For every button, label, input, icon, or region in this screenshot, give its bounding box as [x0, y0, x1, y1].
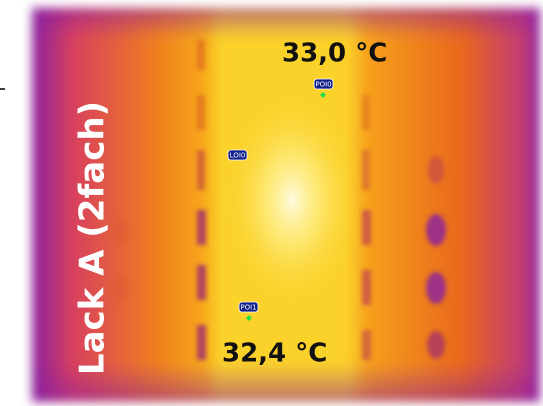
loi-label: LOI0 [230, 152, 246, 160]
thermal-view: Lack A (2fach) LOI0 POI0 33,0 °C POI1 32… [0, 0, 543, 406]
side-label: Lack A (2fach) [73, 101, 113, 375]
poi-label: POI1 [240, 304, 256, 312]
hot-spot [222, 90, 362, 310]
poi-label: POI0 [315, 81, 331, 89]
temperature-label: 33,0 °C [282, 39, 387, 69]
temperature-label: 32,4 °C [222, 339, 327, 369]
